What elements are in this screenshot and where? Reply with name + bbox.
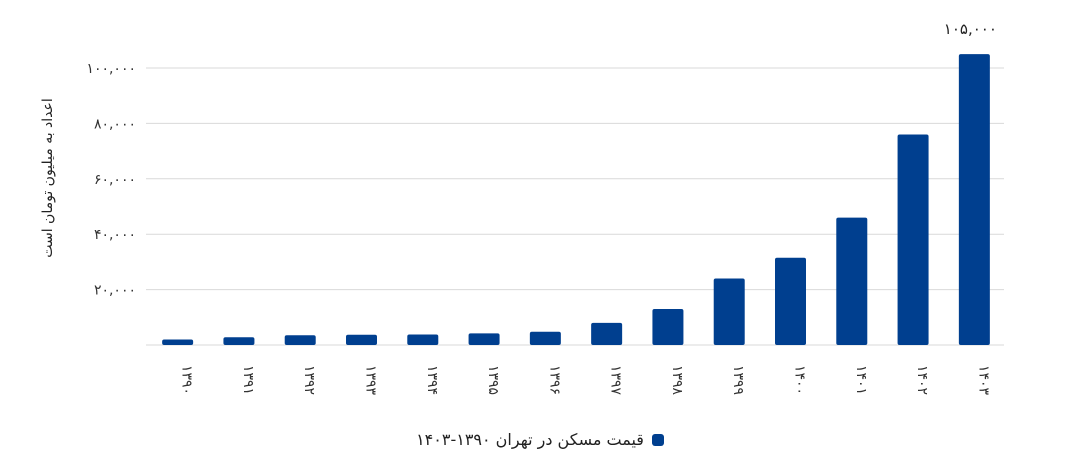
x-tick-label: ۱۳۹۷	[608, 365, 624, 396]
bar	[346, 334, 377, 345]
x-tick-label: ۱۳۹۳	[363, 365, 379, 396]
legend: قیمت مسکن در تهران ۱۳۹۰-۱۴۰۳	[0, 430, 1080, 449]
x-tick-label: ۱۳۹۲	[301, 365, 317, 395]
data-label: ۱۰۵,۰۰۰	[944, 20, 997, 38]
bar	[162, 339, 194, 345]
y-tick-label: ۶۰,۰۰۰	[94, 172, 136, 188]
bar	[775, 257, 806, 345]
x-tick-label: ۱۴۰۳	[975, 365, 991, 396]
x-tick-label: ۱۳۹۹	[730, 365, 746, 395]
y-tick-label: ۱۰۰,۰۰۰	[86, 61, 136, 77]
y-tick-label: ۴۰,۰۰۰	[94, 227, 136, 243]
bar	[897, 134, 929, 345]
x-tick-label: ۱۳۹۰	[179, 365, 195, 395]
x-tick-label: ۱۳۹۴	[424, 365, 440, 395]
legend-label: قیمت مسکن در تهران ۱۳۹۰-۱۴۰۳	[416, 430, 644, 449]
x-tick-label: ۱۳۹۵	[485, 365, 501, 395]
y-tick-label: ۲۰,۰۰۰	[94, 283, 136, 299]
x-tick-label: ۱۳۹۱	[240, 365, 256, 395]
bar	[284, 335, 316, 345]
bar	[468, 333, 500, 345]
bar	[713, 278, 745, 345]
x-tick-label: ۱۴۰۲	[914, 365, 930, 395]
bar	[836, 217, 868, 345]
bar	[407, 334, 439, 345]
gridlines	[146, 67, 1004, 346]
x-tick-label: ۱۴۰۱	[853, 365, 869, 395]
bar	[591, 322, 623, 345]
x-tick-label: ۱۴۰۰	[792, 365, 808, 395]
x-axis-ticks: ۱۳۹۰ ۱۳۹۱ ۱۳۹۲ ۱۳۹۳ ۱۳۹۴ ۱۳۹۵ ۱۳۹۶ ۱۳۹۷ ۱۳۹۸ ۱۳۹۹…	[179, 365, 992, 396]
x-tick-label: ۱۳۹۸	[669, 365, 685, 396]
y-tick-label: ۸۰,۰۰۰	[94, 116, 136, 132]
bar	[223, 337, 255, 345]
y-axis-ticks: ۲۰,۰۰۰ ۴۰,۰۰۰ ۶۰,۰۰۰ ۸۰,۰۰۰ ۱۰۰,۰۰۰	[86, 61, 136, 299]
legend-swatch	[651, 433, 664, 446]
bars	[162, 54, 990, 346]
y-axis-label: اعداد به میلیون تومان است	[40, 98, 56, 258]
bar	[529, 331, 561, 345]
data-labels: ۱۰۵,۰۰۰	[944, 20, 997, 38]
bar	[958, 54, 990, 346]
x-tick-label: ۱۳۹۶	[546, 365, 562, 395]
bar	[652, 308, 684, 345]
